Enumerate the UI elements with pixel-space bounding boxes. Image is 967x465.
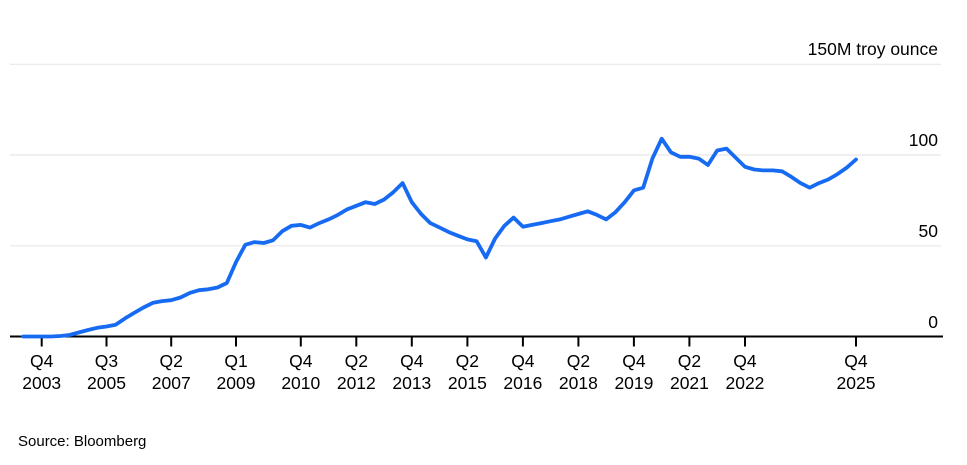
x-tick-quarter: Q2 — [159, 351, 183, 371]
y-tick-label: 50 — [918, 220, 938, 241]
x-tick-label: Q2 2012 — [310, 350, 402, 394]
x-tick-year: 2009 — [216, 373, 256, 393]
x-tick-year: 2018 — [558, 373, 598, 393]
x-tick-label: Q4 2022 — [699, 350, 791, 394]
x-tick-label: Q1 2009 — [190, 350, 282, 394]
x-tick-year: 2005 — [87, 373, 126, 393]
holdings-line-series — [21, 136, 858, 339]
x-tick-year: 2025 — [836, 373, 876, 393]
x-tick-quarter: Q1 — [224, 351, 248, 371]
source-label: Source: Bloomberg — [18, 433, 147, 450]
x-tick-quarter: Q3 — [94, 351, 119, 371]
x-tick-label: Q4 2003 — [0, 350, 88, 394]
x-tick-quarter: Q2 — [566, 351, 591, 371]
x-tick-year: 2013 — [392, 373, 432, 393]
x-tick-label: Q4 2025 — [810, 350, 902, 394]
x-tick-label: Q2 2015 — [421, 350, 513, 394]
x-tick-quarter: Q2 — [455, 351, 480, 371]
x-tick-year: 2012 — [336, 373, 376, 393]
x-tick-label: Q3 2005 — [60, 350, 152, 394]
x-tick-label: Q4 2016 — [477, 350, 569, 394]
x-tick-quarter: Q2 — [344, 351, 368, 371]
x-tick-label: Q2 2007 — [125, 350, 217, 394]
x-tick-quarter: Q4 — [511, 351, 535, 371]
x-tick-quarter: Q4 — [30, 351, 54, 371]
x-tick-label: Q2 2018 — [532, 350, 624, 394]
x-tick-label: Q2 2021 — [643, 350, 735, 394]
y-tick-label: 0 — [928, 311, 938, 332]
x-tick-quarter: Q4 — [622, 351, 646, 371]
unit-label: 150M troy ounce — [807, 39, 938, 60]
x-tick-year: 2022 — [725, 373, 765, 393]
x-tick-year: 2019 — [614, 373, 654, 393]
x-tick-label: Q4 2019 — [588, 350, 680, 394]
x-tick-quarter: Q4 — [289, 351, 313, 371]
x-tick-year: 2010 — [281, 373, 321, 393]
x-tick-label: Q4 2013 — [366, 350, 458, 394]
x-tick-quarter: Q4 — [400, 351, 424, 371]
x-tick-year: 2016 — [503, 373, 543, 393]
x-tick-year: 2021 — [669, 373, 709, 393]
x-tick-quarter: Q4 — [844, 351, 868, 371]
y-tick-label: 100 — [908, 130, 938, 150]
x-tick-year: 2015 — [447, 373, 487, 393]
x-tick-year: 2007 — [151, 373, 191, 393]
x-tick-label: Q4 2010 — [255, 350, 347, 394]
x-tick-year: 2003 — [22, 373, 62, 393]
x-tick-quarter: Q4 — [733, 351, 757, 371]
x-tick-quarter: Q2 — [677, 351, 702, 371]
